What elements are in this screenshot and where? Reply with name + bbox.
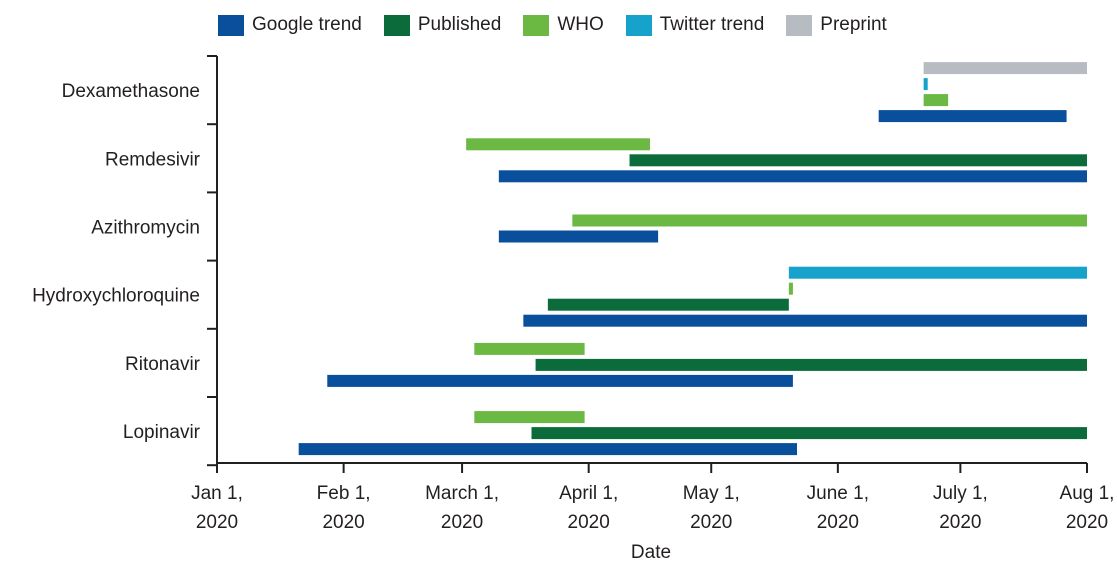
x-tick-label: July 1, xyxy=(933,483,988,504)
legend-label-google: Google trend xyxy=(252,14,362,35)
x-tick-label: 2020 xyxy=(817,512,859,533)
bar-published-ritonavir xyxy=(535,358,1087,371)
legend-item-who: WHO xyxy=(523,14,604,36)
x-tick-label: 2020 xyxy=(690,512,732,533)
x-tick-label: April 1, xyxy=(559,483,618,504)
x-tick-label: 2020 xyxy=(441,512,483,533)
legend: Google trend Published WHO Twitter trend… xyxy=(218,14,887,36)
legend-swatch-published xyxy=(383,14,410,36)
x-tick-label: 2020 xyxy=(939,512,981,533)
bar-google-azithromycin xyxy=(498,230,659,243)
axis-layer xyxy=(207,55,1088,473)
y-category-label: Dexamethasone xyxy=(62,81,200,102)
legend-swatch-google xyxy=(218,14,244,36)
bar-google-dexamethasone xyxy=(878,110,1067,123)
legend-swatch-who xyxy=(523,14,550,36)
bar-published-hydroxychloroquine xyxy=(547,298,789,311)
bar-layer xyxy=(298,62,1087,456)
legend-item-preprint: Preprint xyxy=(786,14,887,36)
x-axis-title: Date xyxy=(631,542,671,562)
bar-who-lopinavir xyxy=(474,411,585,424)
bar-twitter-dexamethasone xyxy=(923,78,928,91)
bar-who-hydroxychloroquine xyxy=(788,282,793,295)
x-tick-label: Aug 1, xyxy=(1060,483,1115,504)
x-tick-label: June 1, xyxy=(807,483,869,504)
x-tick-label: 2020 xyxy=(1066,512,1108,533)
legend-swatch-twitter xyxy=(625,14,652,36)
legend-swatch-preprint xyxy=(786,14,813,36)
bar-google-ritonavir xyxy=(327,374,793,387)
legend-label-preprint: Preprint xyxy=(820,14,887,35)
bar-who-remdesivir xyxy=(466,138,650,151)
bar-published-remdesivir xyxy=(629,154,1087,167)
bar-who-azithromycin xyxy=(572,214,1087,227)
y-category-label: Remdesivir xyxy=(105,149,201,170)
legend-label-twitter: Twitter trend xyxy=(659,14,765,35)
x-tick-label: Feb 1, xyxy=(317,483,371,504)
legend-label-published: Published xyxy=(417,14,502,35)
bar-who-dexamethasone xyxy=(923,94,949,107)
x-tick-label: 2020 xyxy=(196,512,238,533)
legend-label-who: WHO xyxy=(557,14,604,35)
bar-published-lopinavir xyxy=(531,427,1087,440)
x-tick-label: 2020 xyxy=(568,512,610,533)
bar-who-ritonavir xyxy=(474,342,585,355)
bar-google-remdesivir xyxy=(498,170,1087,183)
bar-twitter-hydroxychloroquine xyxy=(788,266,1087,279)
label-layer: Jan 1, 2020 Feb 1, 2020 March 1, 2020 April 1,… xyxy=(32,81,1114,533)
y-category-label: Lopinavir xyxy=(123,422,201,443)
legend-item-twitter: Twitter trend xyxy=(625,14,765,36)
x-tick-label: March 1, xyxy=(425,483,499,504)
bar-preprint-dexamethasone xyxy=(923,62,1087,75)
x-tick-label: 2020 xyxy=(322,512,364,533)
y-category-label: Azithromycin xyxy=(91,218,200,239)
legend-item-published: Published xyxy=(383,14,502,36)
bar-google-hydroxychloroquine xyxy=(523,314,1087,327)
x-tick-label: Jan 1, xyxy=(191,483,243,504)
bar-google-lopinavir xyxy=(298,443,797,456)
y-category-label: Hydroxychloroquine xyxy=(32,286,200,307)
legend-item-google: Google trend xyxy=(218,14,362,36)
y-category-label: Ritonavir xyxy=(125,354,201,375)
x-tick-label: May 1, xyxy=(683,483,740,504)
